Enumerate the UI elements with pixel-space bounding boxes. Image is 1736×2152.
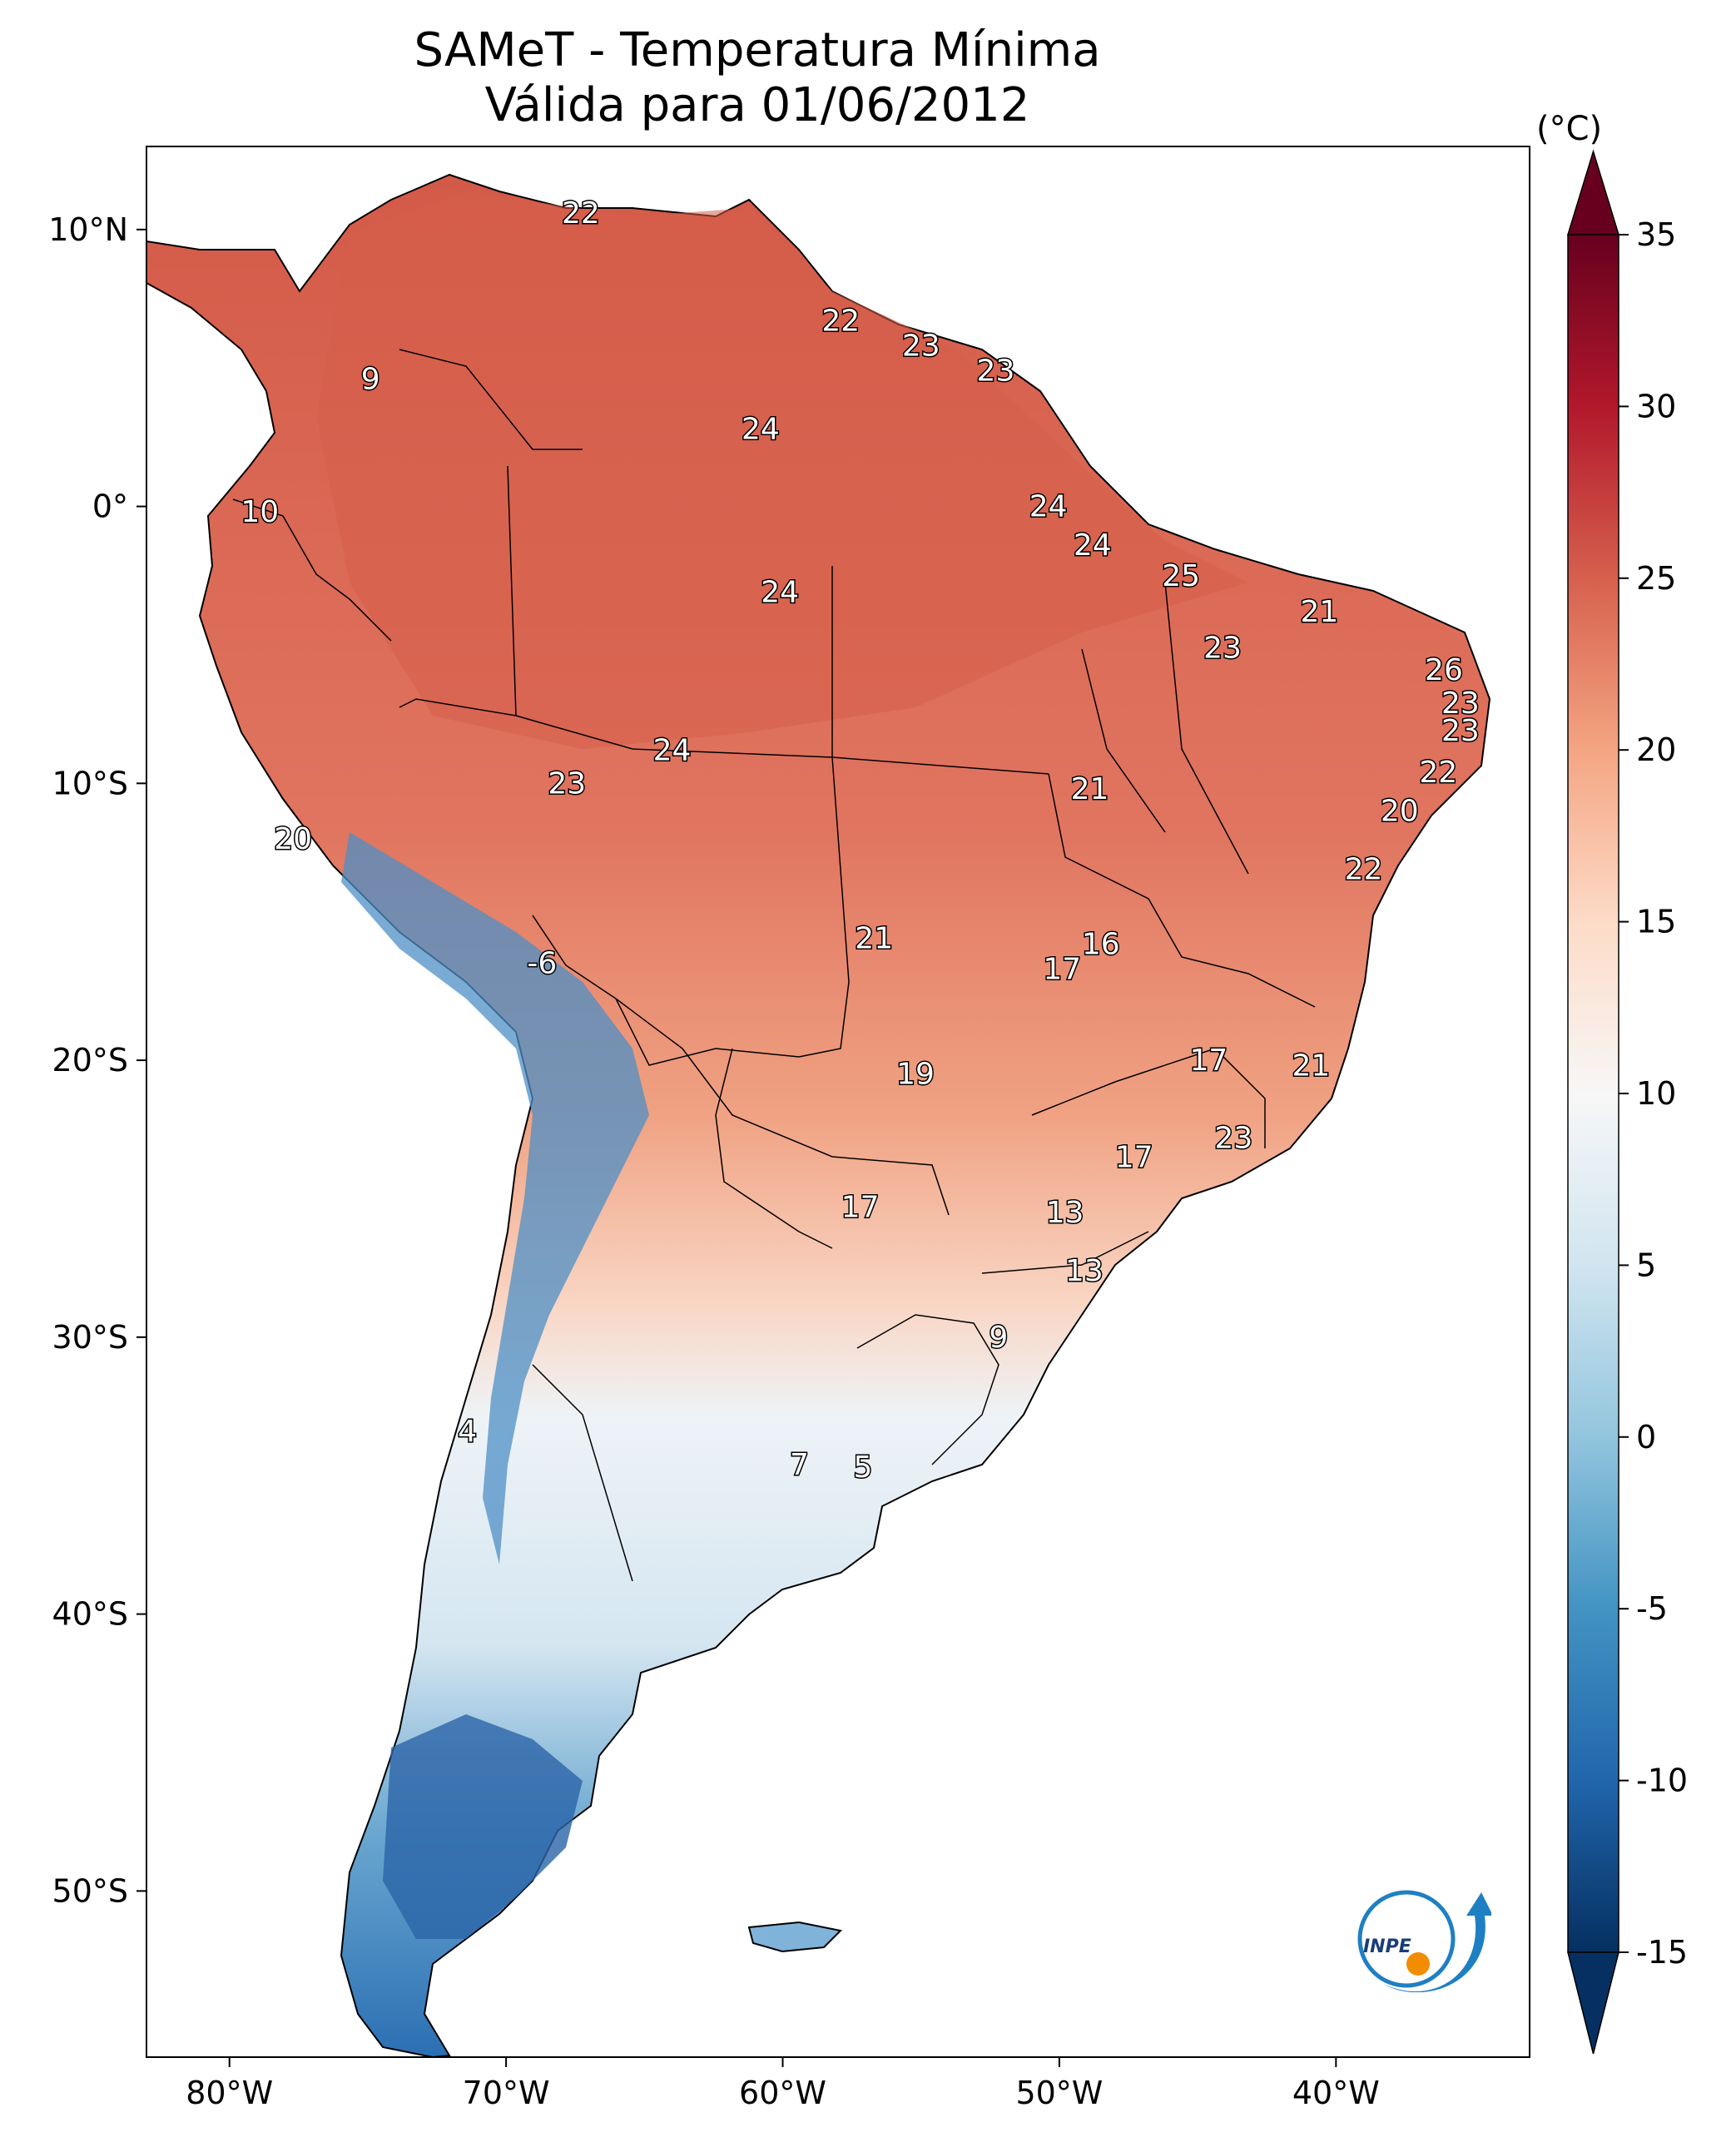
station-value-label: 23 xyxy=(1203,631,1242,665)
colorbar-tick-label: 25 xyxy=(1636,560,1676,597)
station-value-label: 13 xyxy=(1065,1254,1104,1288)
inpe-logo-dot xyxy=(1406,1952,1430,1976)
y-tick-label: 0° xyxy=(92,488,128,525)
colorbar-tick-label: 10 xyxy=(1636,1075,1676,1112)
station-value-label: 7 xyxy=(790,1448,809,1482)
y-tick-label: 10°S xyxy=(52,765,128,801)
station-value-label: 24 xyxy=(653,733,692,767)
colorbar: 35 30 25 20 15 10 5 0 -5 -10 -15 xyxy=(1566,149,1688,2055)
country-borders xyxy=(232,349,1316,1582)
colorbar-tick-label: 0 xyxy=(1636,1419,1656,1455)
map-frame xyxy=(146,146,1530,2058)
inpe-logo-swoosh xyxy=(1383,1892,1491,1992)
station-value-label: 23 xyxy=(1214,1121,1252,1155)
station-value-label: 23 xyxy=(902,330,940,364)
y-axis: 10°N 0° 10°S 20°S 30°S 40°S 50°S xyxy=(48,211,146,1909)
station-value-label: 21 xyxy=(1071,772,1109,806)
station-value-label: 22 xyxy=(821,305,860,339)
x-axis: 80°W 70°W 60°W 50°W 40°W xyxy=(186,2057,1380,2111)
station-value-label: 21 xyxy=(855,922,893,956)
map-subtitle: Válida para 01/06/2012 xyxy=(484,78,1030,132)
colorbar-tick-label: 20 xyxy=(1636,731,1676,768)
station-value-label: 23 xyxy=(548,766,586,801)
station-value-label: 10 xyxy=(241,495,279,529)
station-value-label: 23 xyxy=(1441,714,1480,748)
station-value-label: 25 xyxy=(1162,559,1200,593)
colorbar-tick-label: 5 xyxy=(1636,1247,1656,1283)
station-value-label: 20 xyxy=(274,822,312,856)
colorbar-ticks: 35 30 25 20 15 10 5 0 -5 -10 -15 xyxy=(1619,216,1688,1971)
station-value-label: 17 xyxy=(1043,952,1081,986)
map-title: SAMeT - Temperatura Mínima xyxy=(414,23,1101,77)
station-value-label: 26 xyxy=(1425,653,1463,687)
colorbar-tick-label: -10 xyxy=(1636,1763,1688,1799)
station-value-label: 13 xyxy=(1046,1196,1084,1230)
colorbar-gradient xyxy=(1567,234,1619,1953)
station-value-label: 16 xyxy=(1082,927,1120,961)
station-value-label: 20 xyxy=(1381,795,1419,829)
inpe-logo: INPE xyxy=(1357,1890,1491,1992)
x-tick-label: 70°W xyxy=(463,2075,550,2111)
station-value-label: -6 xyxy=(527,947,557,981)
station-value-label: 19 xyxy=(896,1058,935,1092)
station-value-label: 9 xyxy=(989,1321,1008,1355)
x-tick-label: 80°W xyxy=(186,2075,273,2111)
station-value-label: 17 xyxy=(1190,1044,1228,1078)
station-value-label: 24 xyxy=(1074,528,1112,563)
inpe-logo-ring xyxy=(1357,1890,1456,1988)
station-value-label: 22 xyxy=(1419,756,1457,790)
station-value-label: 21 xyxy=(1292,1049,1330,1083)
station-value-label: 21 xyxy=(1300,595,1338,629)
station-value-label: 23 xyxy=(977,355,1015,389)
station-value-label: 24 xyxy=(1029,490,1068,524)
x-tick-label: 40°W xyxy=(1292,2075,1380,2111)
x-tick-label: 50°W xyxy=(1015,2075,1103,2111)
colorbar-tick-label: 15 xyxy=(1636,904,1676,940)
tropical-warm-zone xyxy=(316,191,1248,749)
inpe-logo-text: INPE xyxy=(1363,1936,1411,1957)
colorbar-tick-label: 35 xyxy=(1636,216,1676,253)
falkland-islands xyxy=(747,1921,843,1953)
station-value-label: 24 xyxy=(761,576,799,610)
station-value-label: 9 xyxy=(361,363,380,397)
y-tick-label: 10°N xyxy=(48,211,128,248)
patagonia-cold-zone xyxy=(383,1714,583,1939)
station-value-label: 24 xyxy=(742,412,780,446)
colorbar-max-arrow xyxy=(1566,149,1620,236)
y-tick-label: 40°S xyxy=(52,1596,128,1633)
colorbar-tick-label: -5 xyxy=(1636,1590,1668,1627)
station-value-label: 17 xyxy=(1115,1141,1153,1175)
station-value-label: 22 xyxy=(1345,852,1383,886)
station-value-label: 23 xyxy=(1441,687,1480,721)
station-value-label: 17 xyxy=(841,1190,880,1224)
colorbar-tick-label: -15 xyxy=(1636,1934,1688,1971)
station-value-label: 4 xyxy=(458,1415,477,1449)
y-tick-label: 50°S xyxy=(52,1872,128,1909)
station-value-label: 22 xyxy=(562,196,600,231)
y-tick-label: 30°S xyxy=(52,1319,128,1356)
continent-layer xyxy=(146,173,1491,2057)
colorbar-min-arrow xyxy=(1567,1951,1619,2055)
y-tick-label: 20°S xyxy=(52,1042,128,1078)
colorbar-unit-label: (°C) xyxy=(1536,110,1603,148)
colorbar-tick-label: 30 xyxy=(1636,388,1676,424)
x-tick-label: 60°W xyxy=(739,2075,826,2111)
station-value-label: 5 xyxy=(853,1450,872,1485)
andes-cold-band xyxy=(341,832,649,1564)
